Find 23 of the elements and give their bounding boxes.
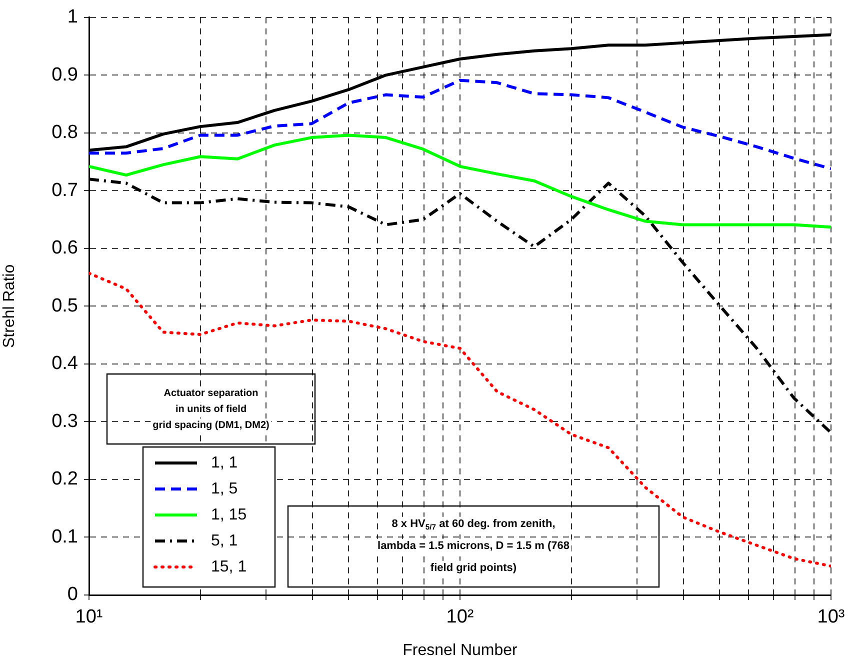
- x-tick-label: 10²: [446, 606, 474, 628]
- y-tick-label: 0.8: [52, 122, 78, 144]
- y-tick-label: 0.5: [52, 295, 78, 316]
- legend-label: 1, 15: [211, 506, 247, 524]
- y-axis-title: Strehl Ratio: [1, 264, 18, 348]
- y-tick-label: 0.6: [52, 238, 78, 259]
- y-tick-label: 0.9: [52, 64, 78, 86]
- legend-title: Actuator separation in units of field grid spacing (DM1, DM2): [152, 388, 270, 431]
- y-tick-label: 0.1: [52, 526, 78, 548]
- legend-label: 1, 5: [211, 480, 238, 498]
- x-tick-label: 10³: [817, 606, 845, 628]
- y-tick-label: 0.2: [52, 468, 78, 490]
- y-tick-label: 1: [67, 6, 78, 28]
- legend-label: 1, 1: [211, 454, 238, 472]
- x-axis-title: Fresnel Number: [402, 642, 518, 659]
- legend-label: 5, 1: [211, 532, 238, 550]
- y-tick-label: 0.3: [52, 410, 78, 432]
- y-tick-label: 0.7: [52, 180, 78, 201]
- y-tick-label: 0.4: [52, 353, 78, 374]
- x-tick-label: 10¹: [75, 606, 103, 628]
- legend-label: 15, 1: [211, 558, 247, 576]
- line-series: [89, 78, 831, 170]
- y-tick-label: 0: [67, 584, 78, 606]
